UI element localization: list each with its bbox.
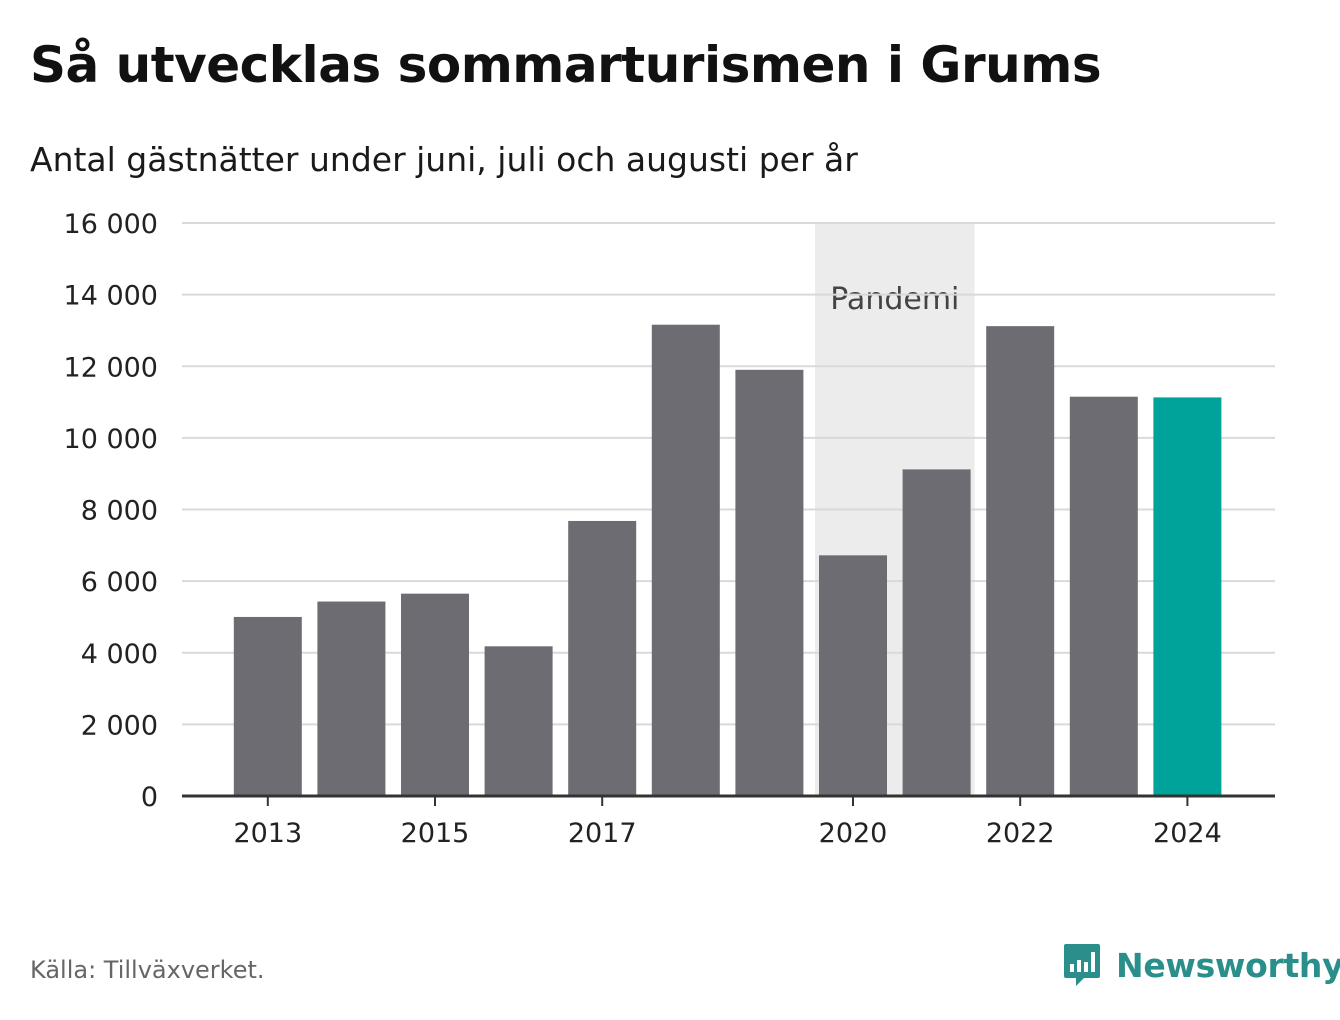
brand-logo[interactable]: Newsworthy [1062, 940, 1340, 990]
y-tick-label: 14 000 [64, 281, 158, 312]
y-tick-label: 4 000 [81, 639, 158, 670]
source-note: Källa: Tillväxverket. [30, 956, 265, 984]
chart-subtitle: Antal gästnätter under juni, juli och au… [30, 140, 858, 179]
bar-2021 [902, 469, 971, 796]
y-tick-label: 0 [141, 782, 158, 813]
x-tick-label: 2017 [568, 818, 637, 849]
pandemic-label: Pandemi [830, 282, 959, 317]
y-tick-label: 8 000 [81, 496, 158, 527]
bar-2023 [1069, 396, 1138, 796]
bar-2024 [1153, 397, 1222, 796]
bar-2015 [401, 593, 469, 796]
chart-title: Så utvecklas sommarturismen i Grums [30, 36, 1102, 94]
bar-2014 [317, 601, 386, 796]
bar-2020 [819, 555, 887, 796]
y-tick-label: 12 000 [64, 352, 158, 383]
x-tick-label: 2015 [401, 818, 470, 849]
x-tick-label: 2020 [819, 818, 888, 849]
x-tick-label: 2013 [233, 818, 302, 849]
x-tick-label: 2022 [986, 818, 1055, 849]
bar-2019 [735, 369, 804, 796]
bar-2022 [986, 326, 1055, 796]
bar-chart: Pandemi 0 2 000 4 000 6 000 8 000 10 000 12 000… [64, 209, 1275, 849]
y-tick-label: 2 000 [81, 710, 158, 741]
bar-2016 [484, 646, 553, 796]
bar-2013 [233, 616, 302, 796]
brand-name: Newsworthy [1116, 945, 1340, 985]
y-tick-label: 10 000 [64, 424, 158, 455]
bar-2018 [651, 324, 720, 796]
y-tick-label: 6 000 [81, 567, 158, 598]
y-tick-label: 16 000 [64, 209, 158, 240]
x-tick-label: 2024 [1153, 818, 1222, 849]
newsworthy-logo-icon [1064, 944, 1100, 986]
bar-2017 [568, 520, 637, 796]
